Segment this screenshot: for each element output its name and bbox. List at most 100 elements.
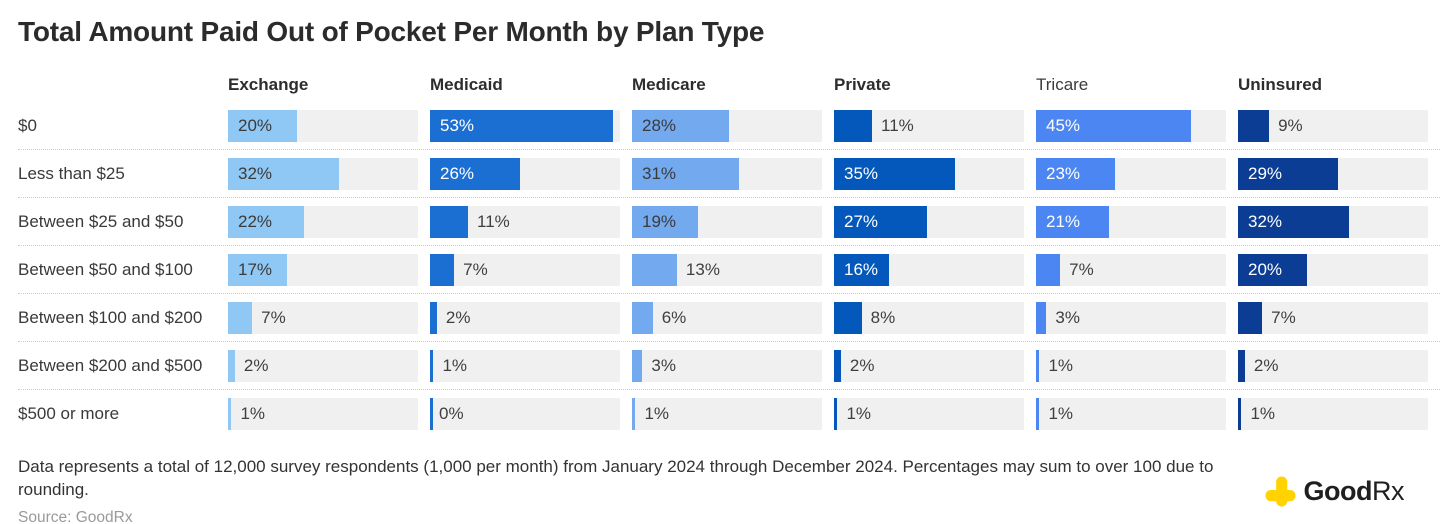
bar-track: 13% [632, 253, 822, 286]
bar-cell: 1% [834, 397, 1036, 430]
bar-value-label: 11% [477, 211, 510, 231]
bar-tricare [1036, 205, 1109, 238]
bar-cell: 31% [632, 157, 834, 190]
bar-track: 31% [632, 157, 822, 190]
bar-value-label: 2% [243, 355, 269, 375]
bar-cell: 28% [632, 109, 834, 142]
table-row: $0 20% 53% 28% 11% 45% 9% [18, 102, 1440, 150]
bar-cell: 1% [430, 349, 632, 382]
bar-track: 6% [632, 301, 822, 334]
row-label: Between $50 and $100 [18, 259, 193, 279]
bar-medicare [632, 109, 729, 142]
bar-track: 32% [228, 157, 418, 190]
column-header-medicare: Medicare [632, 75, 706, 94]
bar-medicaid [430, 397, 433, 430]
bar-cell: 23% [1036, 157, 1238, 190]
bar-cell: 19% [632, 205, 834, 238]
bar-cell: 2% [430, 301, 632, 334]
bar-track: 20% [228, 109, 418, 142]
bar-track: 11% [834, 109, 1024, 142]
column-header-row: Exchange Medicaid Medicare Private Tricare Un… [18, 70, 1440, 100]
bar-private [834, 301, 862, 334]
bar-value-label: 1% [1250, 403, 1276, 423]
bar-track: 1% [228, 397, 418, 430]
bar-cell: 7% [228, 301, 430, 334]
bar-medicare [632, 205, 698, 238]
bar-track: 1% [632, 397, 822, 430]
bar-exchange [228, 397, 232, 430]
bar-cell: 1% [1036, 397, 1238, 430]
bar-uninsured [1238, 205, 1349, 238]
bar-private [834, 397, 838, 430]
bar-uninsured [1238, 157, 1339, 190]
table-row: Less than $25 32% 26% 31% 35% 23% 29% [18, 150, 1440, 198]
bar-track: 16% [834, 253, 1024, 286]
bar-cell: 2% [1238, 349, 1440, 382]
bar-cell: 32% [1238, 205, 1440, 238]
logo-wordmark: GoodRx [1304, 476, 1405, 507]
bar-medicaid [430, 253, 455, 286]
bar-value-label: 8% [870, 307, 896, 327]
bar-medicare [632, 397, 636, 430]
bar-track: 3% [632, 349, 822, 382]
bar-value-label: 29% [1248, 163, 1283, 183]
bar-cell: 21% [1036, 205, 1238, 238]
bar-value-label: 3% [1055, 307, 1080, 327]
row-label: Between $25 and $50 [18, 211, 184, 231]
bar-medicare [632, 301, 653, 334]
bar-uninsured [1238, 109, 1270, 142]
bar-track: 9% [1238, 109, 1428, 142]
source-credit: Source: GoodRx [18, 508, 133, 524]
bar-track: 7% [228, 301, 418, 334]
bar-cell: 1% [632, 397, 834, 430]
bar-cell: 7% [430, 253, 632, 286]
bar-uninsured [1238, 349, 1245, 382]
bar-track: 32% [1238, 205, 1428, 238]
bar-cell: 1% [1238, 397, 1440, 430]
bar-private [834, 253, 890, 286]
chart-title: Total Amount Paid Out of Pocket Per Mont… [18, 16, 765, 47]
bar-value-label: 27% [844, 211, 879, 231]
bar-value-label: 6% [661, 307, 687, 327]
bar-value-label: 31% [642, 163, 677, 183]
table-row: Between $25 and $50 22% 11% 19% 27% 21% 32% [18, 198, 1440, 246]
bar-cell: 2% [834, 349, 1036, 382]
bar-cell: 6% [632, 301, 834, 334]
bar-tricare [1036, 109, 1192, 142]
bar-value-label: 19% [642, 211, 677, 231]
bar-private [834, 157, 955, 190]
bar-cell: 35% [834, 157, 1036, 190]
row-label: Between $100 and $200 [18, 307, 203, 327]
bar-value-label: 20% [238, 115, 273, 135]
bar-private [834, 205, 928, 238]
bar-cell: 16% [834, 253, 1036, 286]
bar-cell: 22% [228, 205, 430, 238]
bar-cell: 11% [834, 109, 1036, 142]
bar-track: 20% [1238, 253, 1428, 286]
bar-value-label: 2% [1253, 355, 1279, 375]
bar-track: 2% [228, 349, 418, 382]
bar-private [834, 349, 841, 382]
bar-cell: 20% [1238, 253, 1440, 286]
bar-medicaid [430, 109, 614, 142]
plus-cross-icon [1264, 475, 1297, 508]
bar-track: 11% [430, 205, 620, 238]
column-header-exchange: Exchange [228, 75, 309, 94]
table-row: Between $200 and $500 2% 1% 3% 2% 1% 2% [18, 342, 1440, 390]
bar-value-label: 9% [1278, 115, 1303, 135]
bar-track: 2% [834, 349, 1024, 382]
bar-track: 7% [430, 253, 620, 286]
bar-cell: 20% [228, 109, 430, 142]
bar-value-label: 7% [1069, 259, 1094, 279]
bar-chart-table: Exchange Medicaid Medicare Private Tricare Un… [18, 70, 1440, 437]
bar-track: 45% [1036, 109, 1226, 142]
bar-cell: 29% [1238, 157, 1440, 190]
bar-cell: 53% [430, 109, 632, 142]
bar-private [834, 109, 872, 142]
bar-cell: 11% [430, 205, 632, 238]
column-header-private: Private [834, 75, 891, 94]
bar-cell: 13% [632, 253, 834, 286]
bar-tricare [1036, 301, 1047, 334]
bar-exchange [228, 349, 235, 382]
bar-medicare [632, 253, 677, 286]
